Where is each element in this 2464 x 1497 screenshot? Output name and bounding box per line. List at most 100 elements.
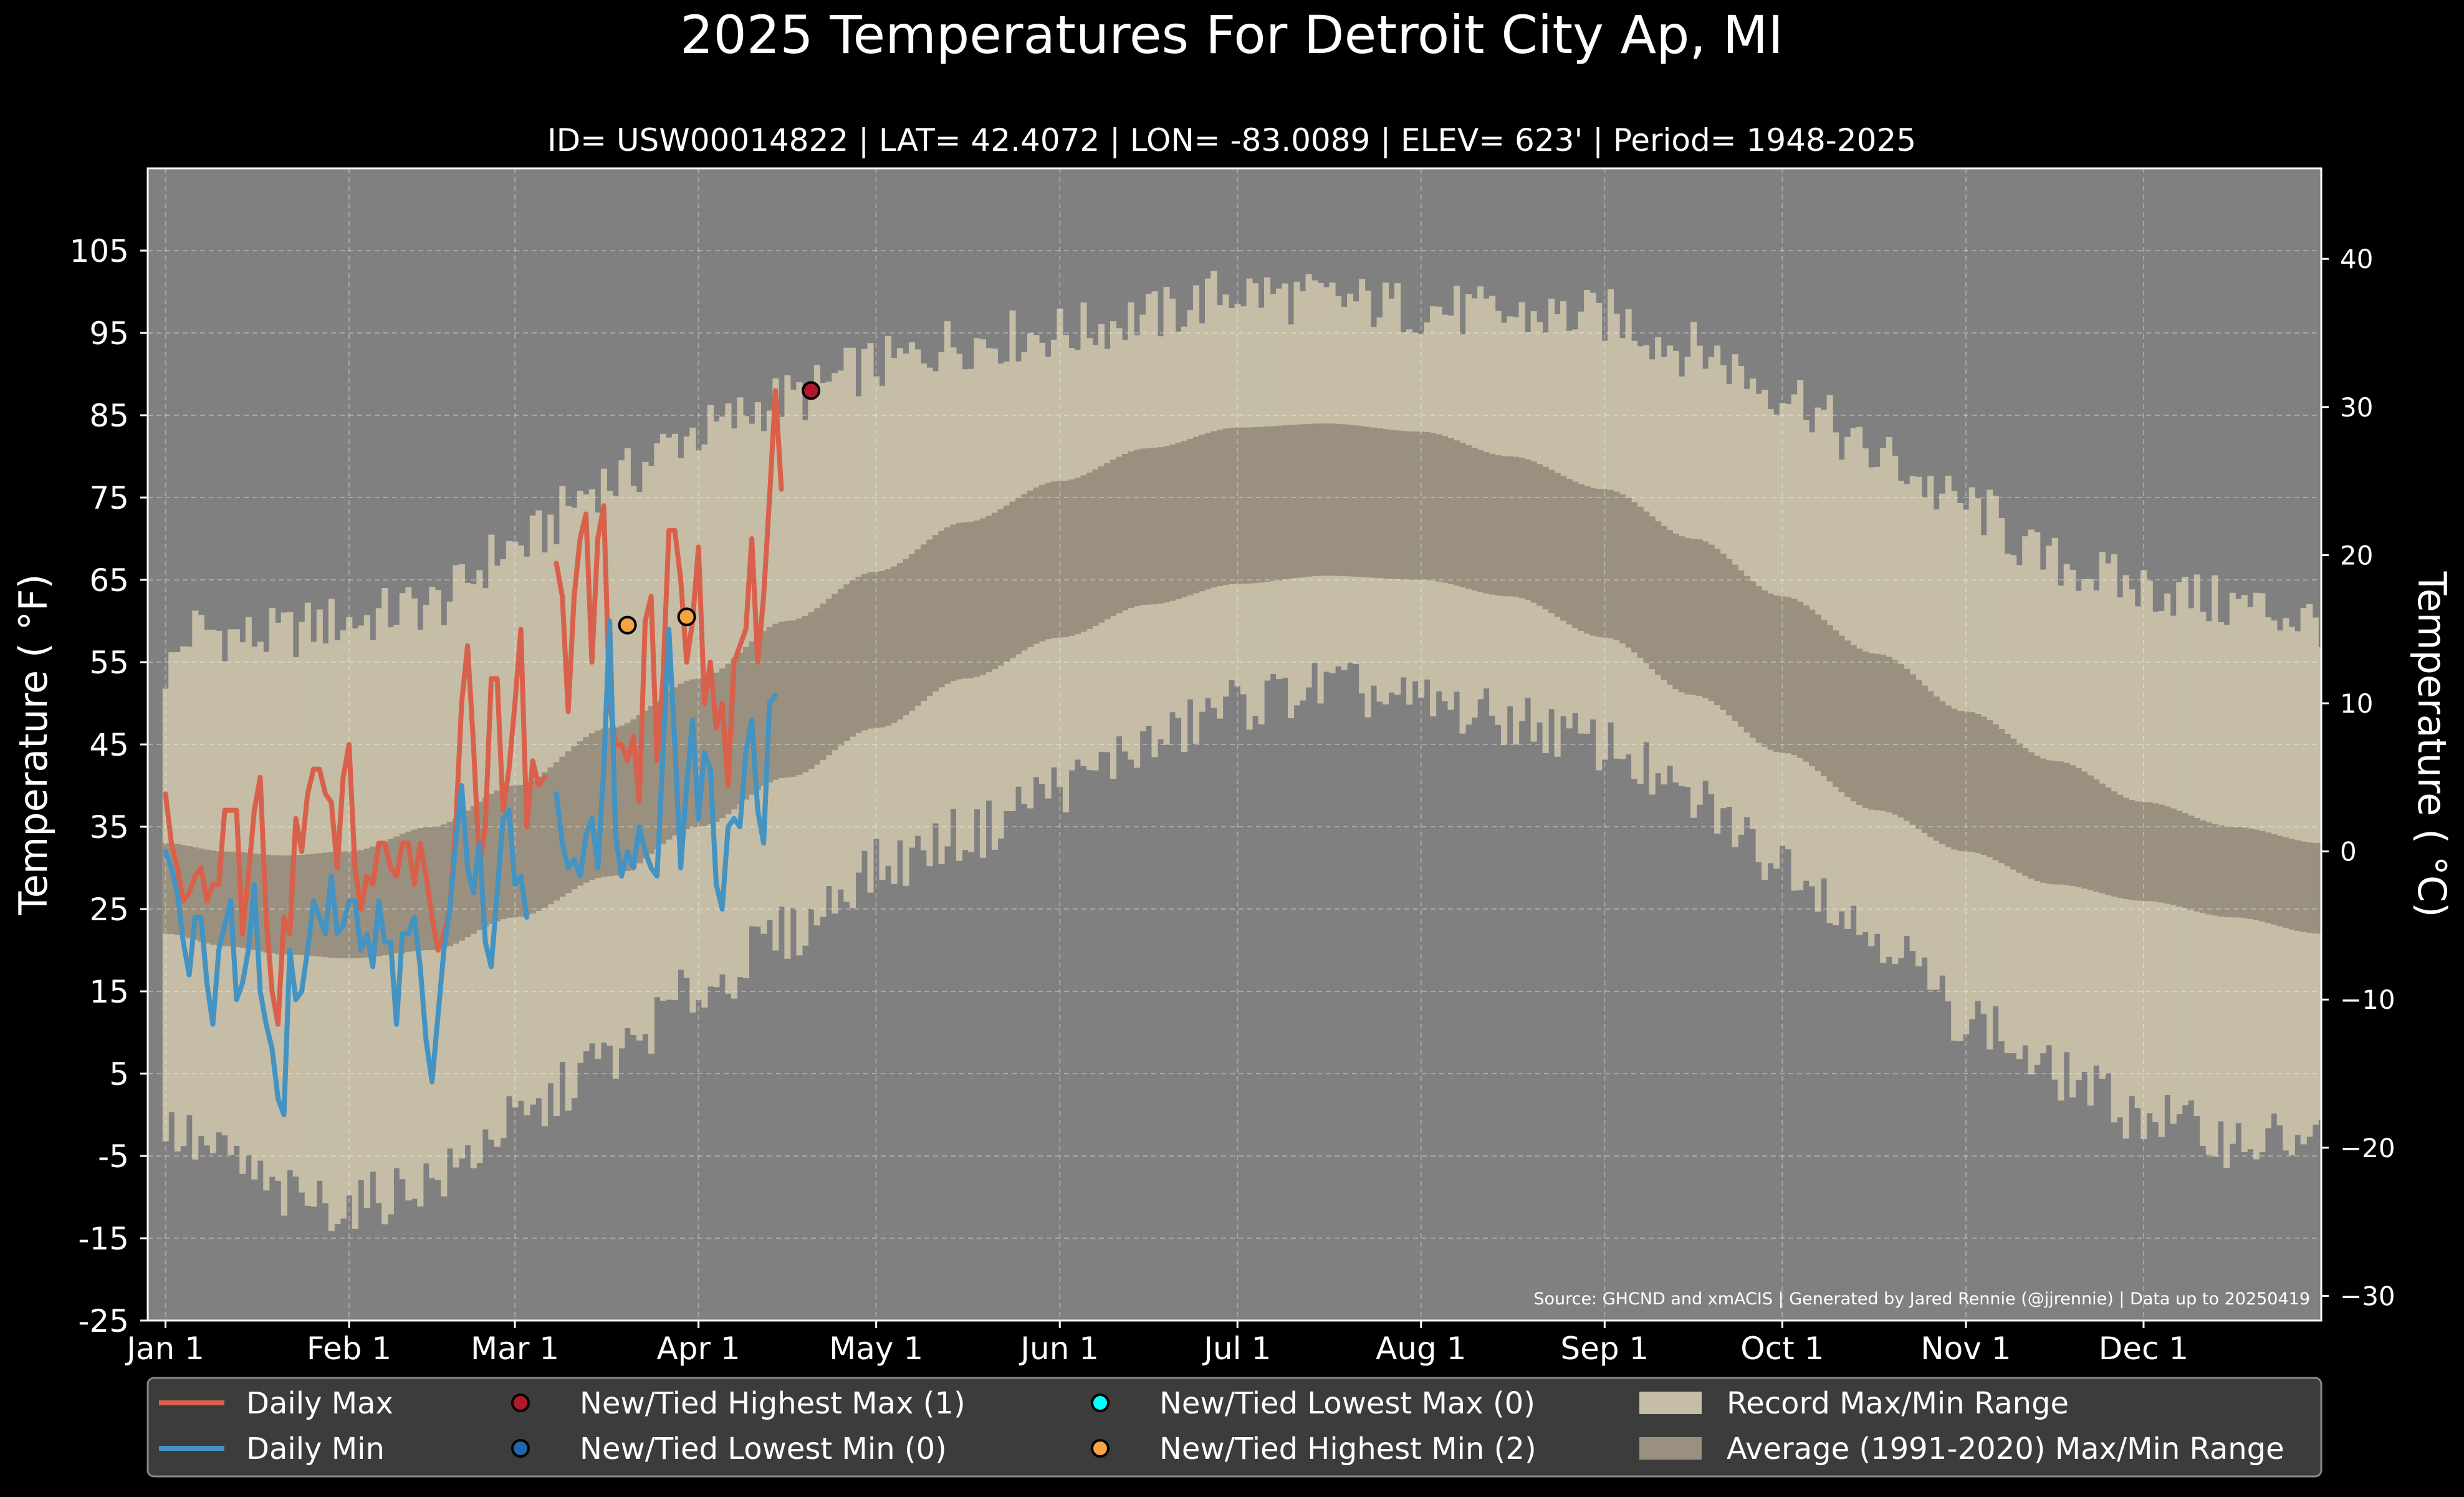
normal-range-bar (1454, 440, 1460, 586)
normal-range-bar (2028, 752, 2035, 879)
normal-range-bar (2081, 771, 2088, 889)
normal-range-bar (2223, 826, 2230, 917)
normal-range-bar (316, 853, 323, 957)
legend-box (146, 1377, 2323, 1478)
normal-range-bar (2200, 820, 2207, 913)
normal-range-bar (1963, 711, 1970, 852)
normal-range-bar (1027, 490, 1034, 647)
normal-range-bar (1708, 544, 1715, 701)
normal-range-bar (429, 827, 436, 950)
normal-range-bar (962, 522, 969, 679)
normal-range-bar (470, 806, 477, 934)
climate-bands (162, 271, 2321, 1231)
normal-range-bar (1915, 680, 1922, 829)
normal-range-bar (192, 847, 199, 940)
normal-range-bar (2283, 837, 2289, 928)
normal-range-bar (1305, 423, 1312, 577)
normal-range-bar (855, 577, 862, 733)
normal-range-bar (914, 549, 921, 706)
normal-range-bar (1347, 425, 1354, 577)
normal-range-bar (2093, 779, 2100, 892)
normal-range-bar (1921, 685, 1928, 833)
normal-range-bar (524, 783, 530, 916)
normal-range-bar (1477, 450, 1484, 592)
normal-range-bar (387, 839, 394, 955)
y-tick-label: -15 (78, 1221, 129, 1257)
normal-range-bar (1086, 472, 1093, 629)
normal-range-bar (1738, 570, 1745, 727)
normal-range-bar (1619, 494, 1626, 644)
normal-range-bar (1696, 539, 1703, 696)
normal-range-bar (1732, 564, 1738, 721)
normal-range-bar (950, 524, 957, 681)
normal-range-bar (340, 851, 347, 959)
normal-range-bar (2235, 827, 2242, 918)
normal-range-bar (2212, 824, 2218, 916)
daily-min-line (163, 783, 530, 1117)
legend-label: Average (1991-2020) Max/Min Range (1727, 1432, 2284, 1466)
chart-title: 2025 Temperatures For Detroit City Ap, M… (680, 4, 1783, 65)
y-axis-label: Temperature ( °F) (11, 574, 56, 915)
legend-label: Record Max/Min Range (1727, 1386, 2069, 1421)
normal-range-bar (2176, 811, 2183, 907)
source-note: Source: GHCND and xmACIS | Generated by … (1533, 1289, 2310, 1309)
normal-range-bar (1240, 427, 1247, 584)
normal-range-bar (1933, 696, 1940, 841)
normal-range-bar (985, 516, 992, 673)
normal-range-bar (1631, 502, 1638, 653)
normal-range-bar (1459, 443, 1466, 587)
normal-range-bar (879, 570, 886, 728)
normal-range-bar (837, 589, 845, 746)
normal-range-bar (707, 675, 714, 825)
normal-range-bar (1394, 430, 1401, 579)
legend-label: New/Tied Highest Max (1) (580, 1386, 966, 1421)
normal-range-bar (1418, 431, 1425, 580)
normal-range-bar (1679, 536, 1685, 693)
normal-range-bar (1442, 436, 1449, 583)
normal-range-bar (393, 836, 400, 954)
normal-range-bar (1246, 427, 1253, 584)
x-tick-label: Dec 1 (2099, 1331, 2188, 1367)
normal-range-bar (1838, 635, 1845, 792)
normal-range-bar (535, 776, 542, 911)
normal-range-bar (1726, 559, 1733, 716)
normal-range-bar (363, 848, 370, 958)
normal-range-bar (1009, 501, 1016, 658)
normal-range-bar (1897, 664, 1904, 818)
normal-range-bar (802, 615, 808, 773)
normal-range-bar (760, 631, 767, 786)
normal-range-bar (618, 725, 625, 874)
normal-range-bar (500, 787, 507, 920)
normal-range-bar (1596, 489, 1603, 637)
normal-range-bar (209, 850, 216, 945)
normal-range-bar (1229, 428, 1235, 585)
x-tick-label: Jun 1 (1019, 1331, 1099, 1367)
x-tick-label: Nov 1 (1920, 1331, 2011, 1367)
normal-range-bar (1649, 516, 1656, 670)
normal-range-bar (790, 620, 797, 777)
normal-range-bar (1702, 541, 1709, 698)
normal-range-bar (2271, 834, 2278, 925)
normal-range-bar (1412, 431, 1419, 580)
normal-range-bar (843, 584, 850, 741)
normal-range-bar (849, 580, 856, 737)
normal-range-bar (1601, 489, 1608, 638)
normal-range-bar (820, 604, 827, 760)
normal-range-bar (512, 786, 519, 918)
normal-range-bar (1068, 479, 1075, 636)
x-tick-label: Mar 1 (471, 1331, 559, 1367)
normal-range-bar (1234, 427, 1241, 584)
normal-range-bar (1057, 481, 1063, 638)
x-tick-label: Oct 1 (1740, 1331, 1824, 1367)
normal-range-bar (2312, 843, 2319, 934)
normal-range-bar (967, 521, 975, 678)
normal-range-bar (2034, 756, 2041, 881)
legend-swatch-record-band (1639, 1392, 1702, 1414)
normal-range-bar (1217, 430, 1224, 587)
normal-range-bar (1371, 427, 1378, 578)
normal-range-bar (2010, 738, 2017, 870)
y2-tick-label: 20 (2340, 540, 2373, 570)
normal-range-bar (1507, 456, 1513, 597)
x-tick-label: Aug 1 (1376, 1331, 1466, 1367)
normal-range-bar (932, 535, 939, 691)
